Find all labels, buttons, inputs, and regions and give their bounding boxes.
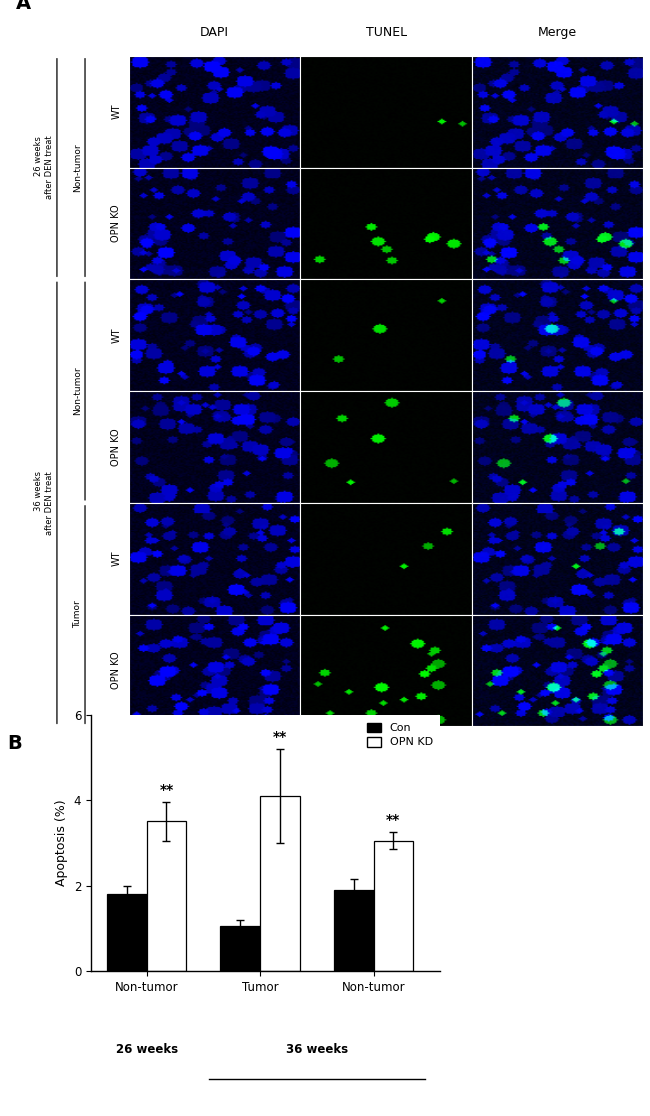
Bar: [374, 840, 413, 971]
Text: Non-tumor: Non-tumor: [73, 367, 82, 415]
Legend: Con, OPN KD: Con, OPN KD: [365, 720, 435, 750]
Text: OPN KO: OPN KO: [111, 204, 121, 242]
Text: Tumor: Tumor: [73, 600, 82, 628]
Text: WT: WT: [111, 104, 121, 119]
Y-axis label: Apoptosis (%): Apoptosis (%): [55, 799, 68, 886]
Text: Merge: Merge: [538, 27, 577, 39]
Bar: [147, 821, 187, 971]
Text: WT: WT: [111, 327, 121, 343]
Text: **: **: [386, 814, 400, 827]
Text: TUNEL: TUNEL: [365, 27, 407, 39]
Bar: [107, 894, 147, 971]
Text: A: A: [16, 0, 31, 13]
Text: OPN KO: OPN KO: [111, 652, 121, 690]
Text: 36 weeks: 36 weeks: [286, 1042, 348, 1056]
Text: **: **: [273, 730, 287, 743]
Bar: [260, 796, 300, 971]
Text: 26 weeks: 26 weeks: [116, 1042, 177, 1056]
Text: 36 weeks
after DEN treat: 36 weeks after DEN treat: [34, 471, 54, 535]
Text: OPN KO: OPN KO: [111, 429, 121, 465]
Text: 26 weeks
after DEN treat: 26 weeks after DEN treat: [34, 136, 54, 200]
Bar: [220, 926, 260, 971]
Text: Non-tumor: Non-tumor: [73, 143, 82, 192]
Text: B: B: [7, 733, 21, 752]
Text: WT: WT: [111, 551, 121, 567]
Text: **: **: [159, 783, 174, 797]
Text: DAPI: DAPI: [200, 27, 229, 39]
Bar: [334, 889, 374, 971]
